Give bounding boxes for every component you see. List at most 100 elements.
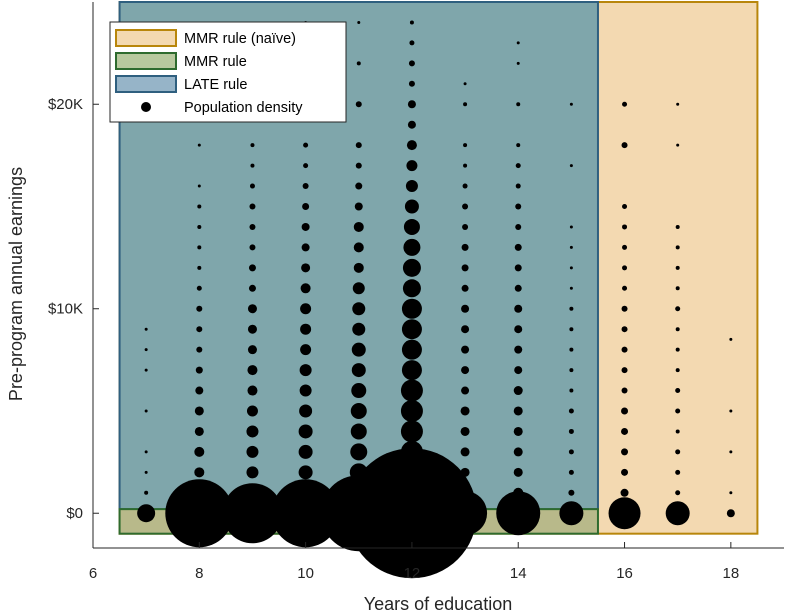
- density-point: [357, 20, 361, 24]
- density-point: [247, 304, 257, 314]
- density-point: [246, 445, 259, 458]
- density-point: [299, 364, 312, 377]
- density-point: [353, 242, 364, 253]
- x-tick-label: 8: [195, 565, 203, 582]
- density-point: [408, 80, 415, 87]
- density-point: [675, 408, 681, 414]
- density-point: [351, 342, 366, 357]
- density-point: [621, 367, 628, 374]
- density-point: [513, 386, 523, 396]
- density-point: [463, 163, 468, 168]
- density-point: [406, 140, 417, 151]
- y-tick-label: $0: [66, 505, 83, 522]
- density-point: [621, 305, 628, 312]
- density-point: [462, 223, 469, 230]
- density-point: [461, 325, 470, 334]
- density-point: [246, 425, 259, 438]
- density-point: [409, 40, 415, 46]
- density-point: [569, 266, 573, 270]
- density-point: [622, 101, 628, 107]
- legend: MMR rule (naïve) MMR rule LATE rule Populat…: [109, 21, 347, 123]
- density-point: [460, 426, 470, 436]
- density-point: [352, 302, 366, 316]
- density-point: [247, 345, 257, 355]
- density-point: [621, 387, 628, 394]
- density-point: [676, 143, 680, 147]
- density-point: [461, 345, 470, 354]
- density-point: [675, 469, 681, 475]
- legend-label: MMR rule (naïve): [184, 31, 296, 47]
- density-point: [461, 304, 470, 313]
- density-point: [249, 244, 256, 251]
- density-point: [194, 446, 205, 457]
- density-point: [352, 322, 366, 336]
- density-point: [197, 224, 202, 229]
- density-point: [350, 443, 368, 461]
- x-tick-label: 10: [297, 565, 314, 582]
- density-point: [496, 491, 541, 536]
- density-point: [352, 282, 365, 295]
- density-point: [196, 326, 203, 333]
- density-point: [461, 366, 470, 375]
- y-axis-label: Pre-program annual earnings: [6, 167, 26, 401]
- density-point: [350, 402, 367, 419]
- y-tick-label: $10K: [48, 301, 83, 318]
- density-point: [407, 100, 416, 109]
- density-point: [249, 223, 256, 230]
- x-tick-label: 18: [723, 565, 740, 582]
- density-point: [165, 479, 234, 548]
- density-point: [247, 365, 258, 376]
- density-point: [514, 366, 523, 375]
- density-point: [462, 183, 468, 189]
- density-point: [400, 420, 423, 443]
- density-point: [516, 143, 521, 148]
- density-point: [301, 263, 311, 273]
- density-point: [222, 483, 283, 544]
- density-point: [299, 404, 313, 418]
- density-point: [569, 286, 573, 290]
- density-point: [249, 203, 256, 210]
- density-point: [356, 61, 361, 66]
- density-point: [569, 388, 574, 393]
- density-point: [675, 245, 680, 250]
- density-point: [675, 286, 680, 291]
- density-point: [569, 347, 574, 352]
- density-point: [194, 467, 205, 478]
- density-point: [516, 41, 520, 45]
- density-point: [461, 386, 470, 395]
- density-point: [460, 447, 470, 457]
- density-point: [248, 284, 256, 292]
- density-points: [137, 20, 735, 579]
- density-point: [144, 348, 148, 352]
- density-point: [302, 202, 310, 210]
- x-axis-label: Years of education: [364, 594, 512, 614]
- legend-label: Population density: [184, 100, 303, 116]
- density-point: [569, 245, 573, 249]
- density-point: [271, 479, 340, 548]
- density-point: [197, 245, 202, 250]
- density-point: [513, 487, 524, 498]
- density-point: [355, 101, 362, 108]
- density-point: [462, 203, 469, 210]
- density-point: [353, 262, 364, 273]
- density-point: [355, 162, 362, 169]
- legend-label: MMR rule: [184, 54, 247, 70]
- density-point: [463, 102, 468, 107]
- density-point: [515, 223, 522, 230]
- density-point: [248, 264, 256, 272]
- density-point: [400, 481, 423, 504]
- density-point: [245, 485, 260, 500]
- density-point: [351, 363, 366, 378]
- density-point: [197, 184, 201, 188]
- density-point: [460, 467, 470, 477]
- density-point: [568, 408, 574, 414]
- density-point: [354, 202, 363, 211]
- density-point: [621, 448, 629, 456]
- density-point: [675, 368, 680, 373]
- density-point: [516, 102, 521, 107]
- density-point: [726, 509, 735, 518]
- density-point: [196, 285, 202, 291]
- density-point: [246, 405, 258, 417]
- density-point: [675, 265, 680, 270]
- density-point: [514, 345, 523, 354]
